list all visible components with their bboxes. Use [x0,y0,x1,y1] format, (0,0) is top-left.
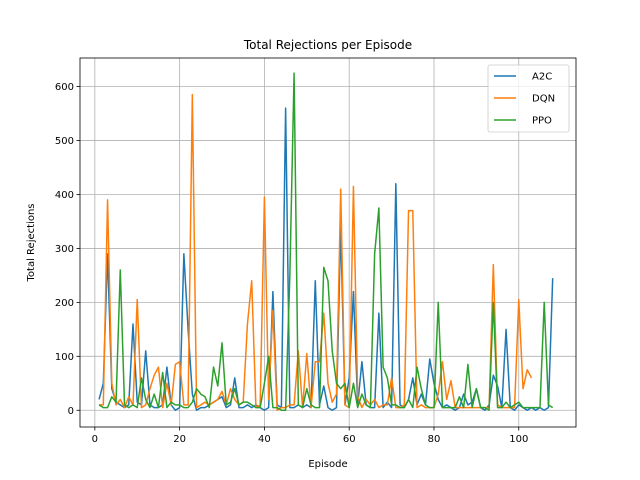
chart-title: Total Rejections per Episode [243,38,412,52]
legend-box [487,64,570,133]
x-tick-label: 60 [343,434,356,445]
y-tick-label: 100 [55,352,74,363]
y-tick-label: 600 [55,82,74,93]
y-tick-label: 500 [55,136,74,147]
y-tick-label: 400 [55,190,74,201]
series-line-ppo [98,72,554,412]
y-tick-label: 300 [55,244,74,255]
x-tick-label: 0 [92,434,98,445]
plot-series [98,72,554,412]
x-tick-label: 20 [173,434,186,445]
plot-area-frame [79,57,577,428]
y-tick-label: 0 [68,406,74,417]
legend-label-ppo: PPO [532,116,552,127]
grid-lines [80,58,576,427]
series-line-dqn [99,93,533,412]
x-tick-label: 100 [509,434,528,445]
x-tick-label: 80 [428,434,441,445]
legend-label-dqn: DQN [532,94,555,105]
y-tick-label: 200 [55,298,74,309]
legend-label-a2c: A2C [532,72,552,83]
axis-ticks: 0 20 40 60 80 100 0 100 200 300 400 500 600 [55,82,528,445]
x-axis-label: Episode [308,459,347,470]
y-axis-label: Total Rejections [26,204,37,283]
x-tick-label: 40 [258,434,271,445]
legend: A2C DQN PPO [487,64,570,133]
